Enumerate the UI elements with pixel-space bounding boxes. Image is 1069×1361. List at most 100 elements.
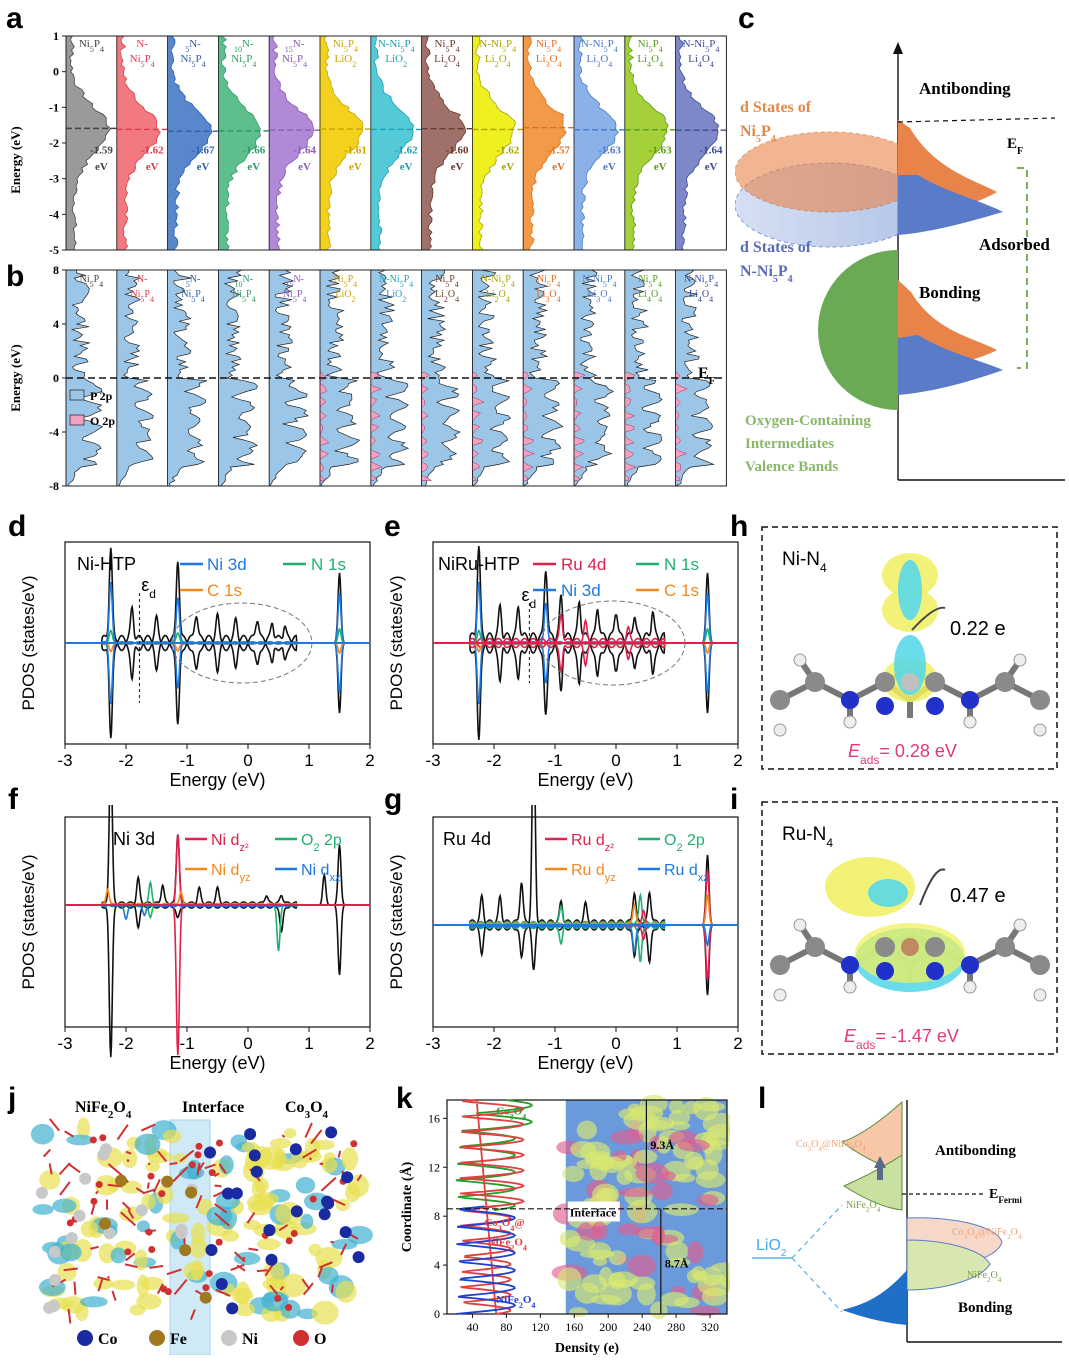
a-dos-shape xyxy=(268,35,315,251)
j-bond xyxy=(279,1285,285,1291)
j-charge-blob xyxy=(134,1249,148,1271)
b-p2p-dos xyxy=(167,269,208,487)
x-axis-label: Energy (eV) xyxy=(169,770,265,790)
j-bond xyxy=(356,1174,363,1182)
i-frame xyxy=(761,801,1058,1055)
legend-entry: Ni dyz xyxy=(211,862,250,884)
a-col-top-label: Ni5P4 xyxy=(536,38,561,54)
b-col-bottom-label: Ni5P4 xyxy=(130,289,154,304)
a-dband-unit: eV xyxy=(95,161,108,173)
j-atom xyxy=(135,1204,148,1217)
b-p2p-dos xyxy=(675,269,715,487)
b-frame xyxy=(65,269,727,487)
b-o2p-dos xyxy=(624,372,637,481)
j-charge-blob xyxy=(283,1128,297,1139)
a-ytick-label: -5 xyxy=(49,243,59,257)
metal-atom xyxy=(901,673,919,691)
b-ytick-label: 4 xyxy=(53,317,59,331)
a-dos-shape xyxy=(167,35,213,251)
a-col-top-label: N- xyxy=(136,38,148,50)
l-co3o4nife-bottom: Co3O4@NiFe2O4 xyxy=(952,1227,1022,1241)
k-map-blob xyxy=(671,1285,686,1295)
panel-label-a: a xyxy=(6,2,23,35)
a-dband-value: -1.64 xyxy=(293,145,316,157)
b-p2p-dos xyxy=(268,269,310,487)
a-col-top-label: N-Ni5P4 xyxy=(683,38,720,54)
j-charge-blob xyxy=(262,1278,285,1290)
l-bond-green xyxy=(906,1239,991,1291)
k-map-blob xyxy=(674,1173,696,1183)
e-leg1: Ru 4d xyxy=(561,555,606,574)
j-charge-blob xyxy=(312,1139,335,1150)
b-col-top-label: 15N- xyxy=(285,274,304,289)
j-bond xyxy=(97,1277,104,1292)
j-charge-blob xyxy=(134,1133,161,1156)
g-total-down xyxy=(433,923,738,996)
plot-frame xyxy=(64,816,371,1028)
hydrogen-atom xyxy=(963,980,977,994)
k-map-blob xyxy=(610,1130,645,1145)
j-charge-blob xyxy=(66,1134,94,1146)
nitrogen-atom xyxy=(876,697,894,715)
j-charge-blob xyxy=(254,1192,279,1205)
j-bond xyxy=(152,1178,161,1193)
xtick-label: -2 xyxy=(486,751,501,770)
carbon-atom xyxy=(925,937,945,957)
j-bond xyxy=(97,1276,110,1282)
e-highlight-ellipse xyxy=(540,600,686,686)
j-atom xyxy=(205,1270,213,1278)
b-col-top-label: N-Ni5P4 xyxy=(684,274,718,289)
d-leg1: Ni 3d xyxy=(207,555,247,574)
k-nife-label: NiFe2O4 xyxy=(488,1237,527,1253)
l-bonding: Bonding xyxy=(958,1300,1013,1316)
d-ed-label: εd xyxy=(141,575,156,601)
j-co3o4-label: Co3O4 xyxy=(285,1099,329,1121)
legend-entry: Ru dxz xyxy=(664,862,709,884)
l-nife-top: NiFe2O4 xyxy=(846,1200,881,1214)
j-bond xyxy=(172,1166,189,1183)
k-map-blob xyxy=(590,1294,622,1305)
legend-entry: Ru dyz xyxy=(571,862,616,884)
j-atom xyxy=(95,1181,103,1189)
b-col-top-label: Ni5P4 xyxy=(638,274,662,289)
carbon-atom xyxy=(805,672,825,692)
c-antibonding-label: Antibonding xyxy=(919,79,1011,98)
j-bond xyxy=(215,1288,231,1297)
j-bond xyxy=(90,1245,99,1250)
panel-e-pdos-chart: -3 -2 -1 0 1 2 Energy (eV) PDOS (states/eV) NiRu… xyxy=(388,541,743,790)
b-p2p-dos xyxy=(472,269,511,487)
k-map-blob xyxy=(635,1162,669,1184)
j-atom xyxy=(89,1136,97,1144)
k-map-blob xyxy=(650,1301,668,1320)
d-c1s-down xyxy=(65,642,370,655)
k-map-blob xyxy=(559,1229,581,1248)
a-col-top-label: N-Ni5P4 xyxy=(479,38,516,54)
j-interface-label: Interface xyxy=(182,1099,244,1116)
xtick-label: 1 xyxy=(672,1034,681,1053)
a-col-top-label: 10N- xyxy=(234,38,254,54)
hydrogen-atom xyxy=(1013,918,1027,932)
k-dim2: 8.7Å xyxy=(665,1257,689,1271)
j-bond xyxy=(189,1309,196,1320)
j-bond xyxy=(149,1264,164,1269)
xtick-label: -3 xyxy=(57,1034,72,1053)
j-charge-blob xyxy=(206,1205,233,1226)
c-ox-line2: Intermediates xyxy=(745,436,834,452)
c-bonding-blue xyxy=(898,335,1003,395)
j-bond xyxy=(242,1256,246,1262)
h-title: Ni-N4 xyxy=(782,549,827,575)
b-o2p-dos xyxy=(421,372,433,481)
nitrogen-atom xyxy=(841,691,859,709)
j-bond xyxy=(198,1161,205,1171)
j-bond xyxy=(304,1122,313,1138)
b-col-top-label: Ni5P4 xyxy=(537,274,561,289)
k-map-blob xyxy=(627,1254,657,1277)
j-bond xyxy=(121,1201,132,1211)
k-map-blob xyxy=(639,1094,668,1113)
j-bond xyxy=(264,1263,274,1277)
a-col-bottom-label: Li4O4 xyxy=(688,53,714,69)
a-dband-unit: eV xyxy=(501,161,514,173)
j-atom xyxy=(215,1139,223,1147)
k-map-blob xyxy=(592,1256,608,1267)
legend-entry: O2 2p xyxy=(664,832,705,854)
